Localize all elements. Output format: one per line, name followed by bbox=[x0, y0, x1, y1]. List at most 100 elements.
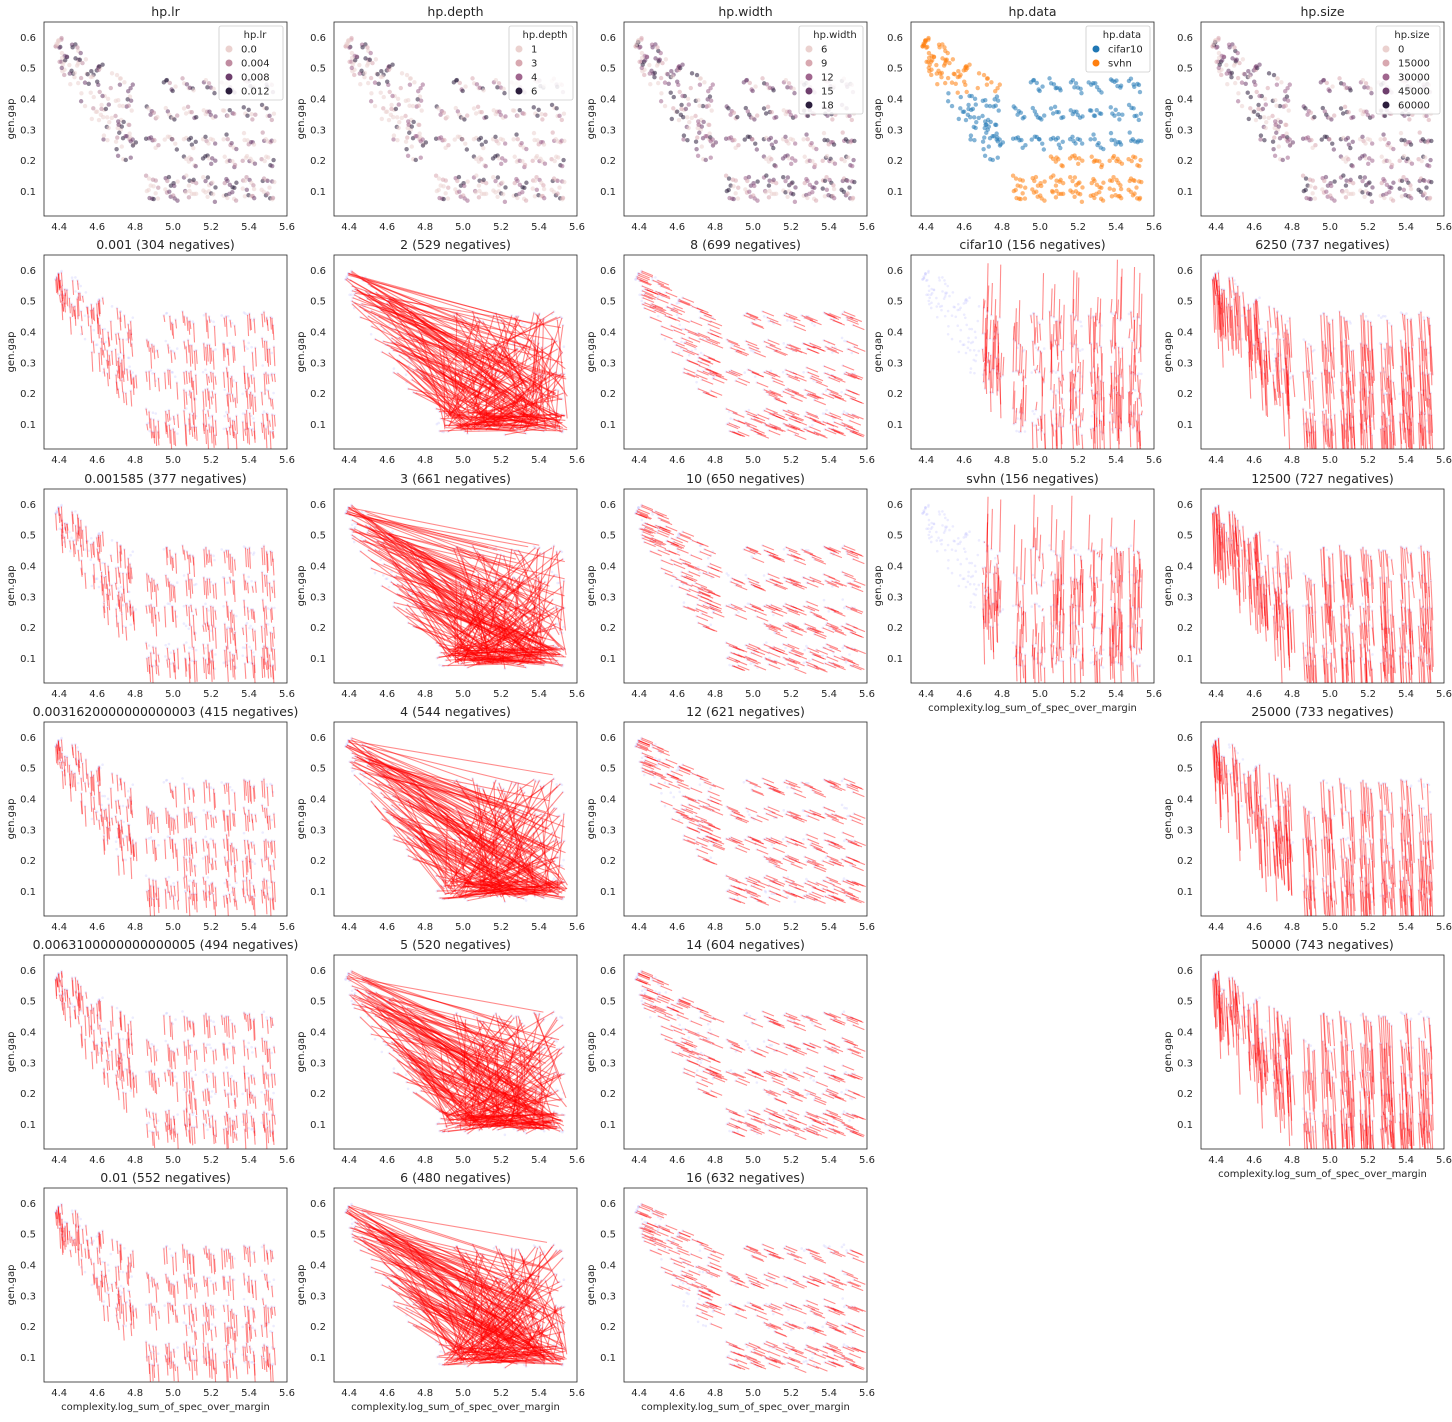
negative-pair-line bbox=[273, 325, 274, 340]
negative-pair-line bbox=[272, 608, 273, 620]
negative-pair-line bbox=[204, 1015, 205, 1034]
scatter-point bbox=[1367, 180, 1371, 184]
scatter-point bbox=[497, 81, 501, 85]
negative-pair-line bbox=[174, 886, 175, 896]
scatter-point bbox=[986, 76, 990, 80]
scatter-point bbox=[994, 103, 998, 107]
negative-pair-line bbox=[156, 585, 157, 607]
scatter-point bbox=[709, 99, 713, 103]
negative-pair-line bbox=[127, 1069, 128, 1086]
negative-pair-line bbox=[265, 575, 266, 587]
scatter-point bbox=[976, 86, 980, 90]
scatter-point bbox=[793, 185, 797, 189]
background-point bbox=[263, 1010, 266, 1013]
scatter-point bbox=[671, 106, 675, 110]
scatter-point bbox=[846, 155, 850, 159]
x-tick-label: 5.4 bbox=[821, 222, 837, 233]
scatter-point bbox=[484, 192, 488, 196]
scatter-point bbox=[732, 138, 736, 142]
scatter-point bbox=[1222, 54, 1226, 58]
scatter-point bbox=[1097, 159, 1101, 163]
scatter-point bbox=[1429, 180, 1433, 184]
scatter-point bbox=[1258, 137, 1262, 141]
scatter-point bbox=[1391, 181, 1395, 185]
negative-pair-line bbox=[207, 554, 208, 563]
background-point bbox=[170, 651, 173, 654]
scatter-point bbox=[225, 179, 229, 183]
negative-pair-line bbox=[229, 894, 230, 903]
negative-pair-line bbox=[188, 340, 189, 353]
scatter-point bbox=[1327, 89, 1331, 93]
negative-pair-line bbox=[188, 574, 189, 590]
scatter-point bbox=[557, 185, 561, 189]
scatter-point bbox=[1061, 181, 1065, 185]
negative-pair-line bbox=[156, 1051, 157, 1061]
scatter-point bbox=[542, 142, 546, 146]
background-point bbox=[214, 348, 217, 351]
negative-pair-line bbox=[196, 842, 197, 853]
scatter-point bbox=[958, 106, 962, 110]
scatter-point bbox=[1134, 114, 1138, 118]
negative-pair-line bbox=[61, 740, 62, 752]
background-point bbox=[230, 1075, 233, 1078]
scatter-point bbox=[1244, 82, 1248, 86]
background-point bbox=[85, 291, 88, 294]
scatter-point bbox=[1272, 73, 1276, 77]
negative-pair-line bbox=[267, 320, 268, 331]
x-tick-label: 4.4 bbox=[1208, 222, 1224, 233]
scatter-point bbox=[653, 56, 657, 60]
scatter-point bbox=[119, 76, 123, 80]
scatter-point bbox=[1360, 135, 1364, 139]
legend-marker bbox=[1383, 102, 1390, 109]
x-tick-label: 5.4 bbox=[241, 922, 257, 933]
negative-pair-line bbox=[196, 661, 197, 682]
scatter-point bbox=[1429, 139, 1433, 143]
negative-pair-line bbox=[204, 577, 205, 595]
scatter-point bbox=[396, 126, 400, 130]
scatter-point bbox=[551, 130, 555, 134]
x-tick-label: 5.0 bbox=[165, 922, 181, 933]
scatter-point bbox=[189, 136, 193, 140]
scatter-point bbox=[107, 120, 111, 124]
scatter-point bbox=[977, 116, 981, 120]
scatter-point bbox=[73, 71, 77, 75]
background-point bbox=[190, 1070, 193, 1073]
negative-pair-line bbox=[248, 549, 249, 567]
negative-pair-line bbox=[274, 649, 275, 670]
negative-pair-line bbox=[248, 373, 249, 389]
negative-pair-line bbox=[264, 425, 265, 440]
scatter-point bbox=[1270, 114, 1274, 118]
negative-pair-line bbox=[245, 581, 246, 591]
scatter-point bbox=[501, 138, 505, 142]
scatter-point bbox=[151, 197, 155, 201]
scatter-point bbox=[120, 124, 124, 128]
scatter-point bbox=[147, 176, 151, 180]
background-point bbox=[212, 1021, 215, 1024]
scatter-point bbox=[1329, 117, 1333, 121]
scatter-point bbox=[1100, 163, 1104, 167]
background-point bbox=[267, 623, 270, 626]
negative-pair-line bbox=[270, 349, 271, 365]
scatter-point bbox=[560, 164, 564, 168]
scatter-point bbox=[97, 64, 101, 68]
negative-pair-line bbox=[88, 307, 89, 326]
negative-pair-line bbox=[173, 818, 174, 835]
x-tick-label: 4.4 bbox=[341, 222, 357, 233]
negative-pair-line bbox=[192, 894, 193, 905]
scatter-point bbox=[524, 198, 528, 202]
negative-pair-line bbox=[171, 886, 172, 897]
scatter-point bbox=[1286, 99, 1290, 103]
negative-pair-line bbox=[170, 783, 171, 793]
scatter-point bbox=[1386, 141, 1390, 145]
scatter-point bbox=[1049, 106, 1053, 110]
scatter-point bbox=[803, 155, 807, 159]
scatter-point bbox=[503, 159, 507, 163]
background-point bbox=[120, 586, 123, 589]
negative-pair-line bbox=[194, 351, 195, 370]
scatter-point bbox=[1272, 135, 1276, 139]
scatter-point bbox=[75, 45, 79, 49]
background-point bbox=[157, 844, 160, 847]
negative-pair-line bbox=[184, 341, 185, 349]
negative-pair-line bbox=[247, 389, 248, 409]
scatter-point bbox=[765, 82, 769, 86]
